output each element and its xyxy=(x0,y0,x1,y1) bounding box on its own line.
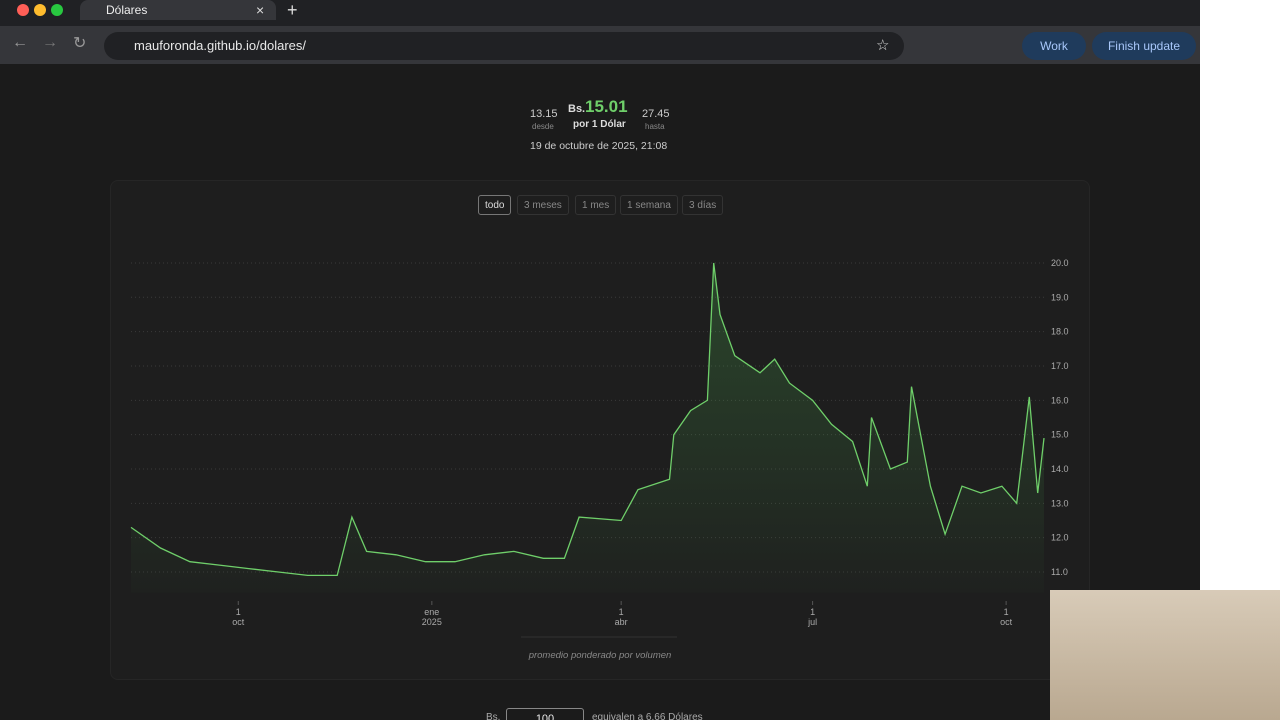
y-tick-label: 16.0 xyxy=(1051,395,1069,405)
y-tick-label: 20.0 xyxy=(1051,258,1069,268)
converter-currency: Bs. xyxy=(486,712,501,720)
back[interactable]: ← xyxy=(12,34,28,51)
tab-close[interactable]: × xyxy=(256,2,265,18)
converter-result: equivalen a 6.66 Dólares xyxy=(592,712,703,720)
high-value: 27.45 xyxy=(642,108,670,120)
low-label: desde xyxy=(532,122,554,131)
tab-strip: Dólares × + xyxy=(0,0,1200,26)
range-button[interactable]: 1 semana xyxy=(620,195,678,215)
x-tick-label: oct xyxy=(232,617,245,627)
range-button[interactable]: 3 meses xyxy=(517,195,569,215)
reload[interactable]: ↻ xyxy=(73,35,87,52)
y-tick-label: 13.0 xyxy=(1051,498,1069,508)
browser-window: Dólares × + ← → ↻ mauforonda.github.io/d… xyxy=(0,0,1200,720)
y-tick-label: 11.0 xyxy=(1051,567,1068,577)
x-tick-label: ene xyxy=(424,607,439,617)
y-tick-label: 15.0 xyxy=(1051,430,1069,440)
address-bar[interactable]: mauforonda.github.io/dolares/ xyxy=(104,32,904,60)
rate-currency: Bs. xyxy=(568,103,586,115)
x-tick-label: 1 xyxy=(810,607,815,617)
x-tick-label: 2025 xyxy=(422,617,442,627)
line xyxy=(130,262,1045,577)
update-button[interactable]: Finish update xyxy=(1092,32,1196,60)
updated: 19 de octubre de 2025, 21:08 xyxy=(530,140,668,152)
low-value: 13.15 xyxy=(530,108,558,120)
area xyxy=(131,263,1044,593)
y-tick-label: 14.0 xyxy=(1051,464,1069,474)
x-tick-label: 1 xyxy=(236,607,241,617)
x-tick-label: jul xyxy=(807,617,817,627)
y-tick-label: 18.0 xyxy=(1051,327,1069,337)
close-window[interactable] xyxy=(17,4,29,16)
range-button[interactable]: todo xyxy=(478,195,512,215)
chart-card: promedio ponderado por volumen 11.0 12.0 1… xyxy=(110,180,1090,680)
y-tick-label: 12.0 xyxy=(1051,533,1069,543)
x-tick-label: 1 xyxy=(1004,607,1009,617)
minimize-window[interactable] xyxy=(34,4,46,16)
webcam-overlay xyxy=(1050,590,1280,720)
profile[interactable]: Work xyxy=(1022,32,1086,60)
y-tick-label: 19.0 xyxy=(1051,292,1069,302)
y-tick-label: 17.0 xyxy=(1051,361,1069,371)
x-tick-label: 1 xyxy=(619,607,624,617)
forward[interactable]: → xyxy=(42,34,58,51)
chart-note: promedio ponderado por volumen xyxy=(528,650,672,661)
chart: promedio ponderado por volumen 11.0 12.0 1… xyxy=(130,258,1069,661)
rate-value: 15.01 xyxy=(585,97,628,116)
x-tick-label: abr xyxy=(615,617,628,627)
tab[interactable]: Dólares xyxy=(80,0,276,20)
new-tab[interactable]: + xyxy=(287,0,298,20)
maximize-window[interactable] xyxy=(51,4,63,16)
x-tick-label: oct xyxy=(1000,617,1013,627)
range-button[interactable]: 1 mes xyxy=(575,195,617,215)
bookmark[interactable]: ☆ xyxy=(876,37,890,54)
amount-input[interactable]: 100 xyxy=(506,708,584,720)
rate-unit: por 1 Dólar xyxy=(573,119,626,130)
range-button[interactable]: 3 días xyxy=(682,195,724,215)
high-label: hasta xyxy=(645,122,665,131)
